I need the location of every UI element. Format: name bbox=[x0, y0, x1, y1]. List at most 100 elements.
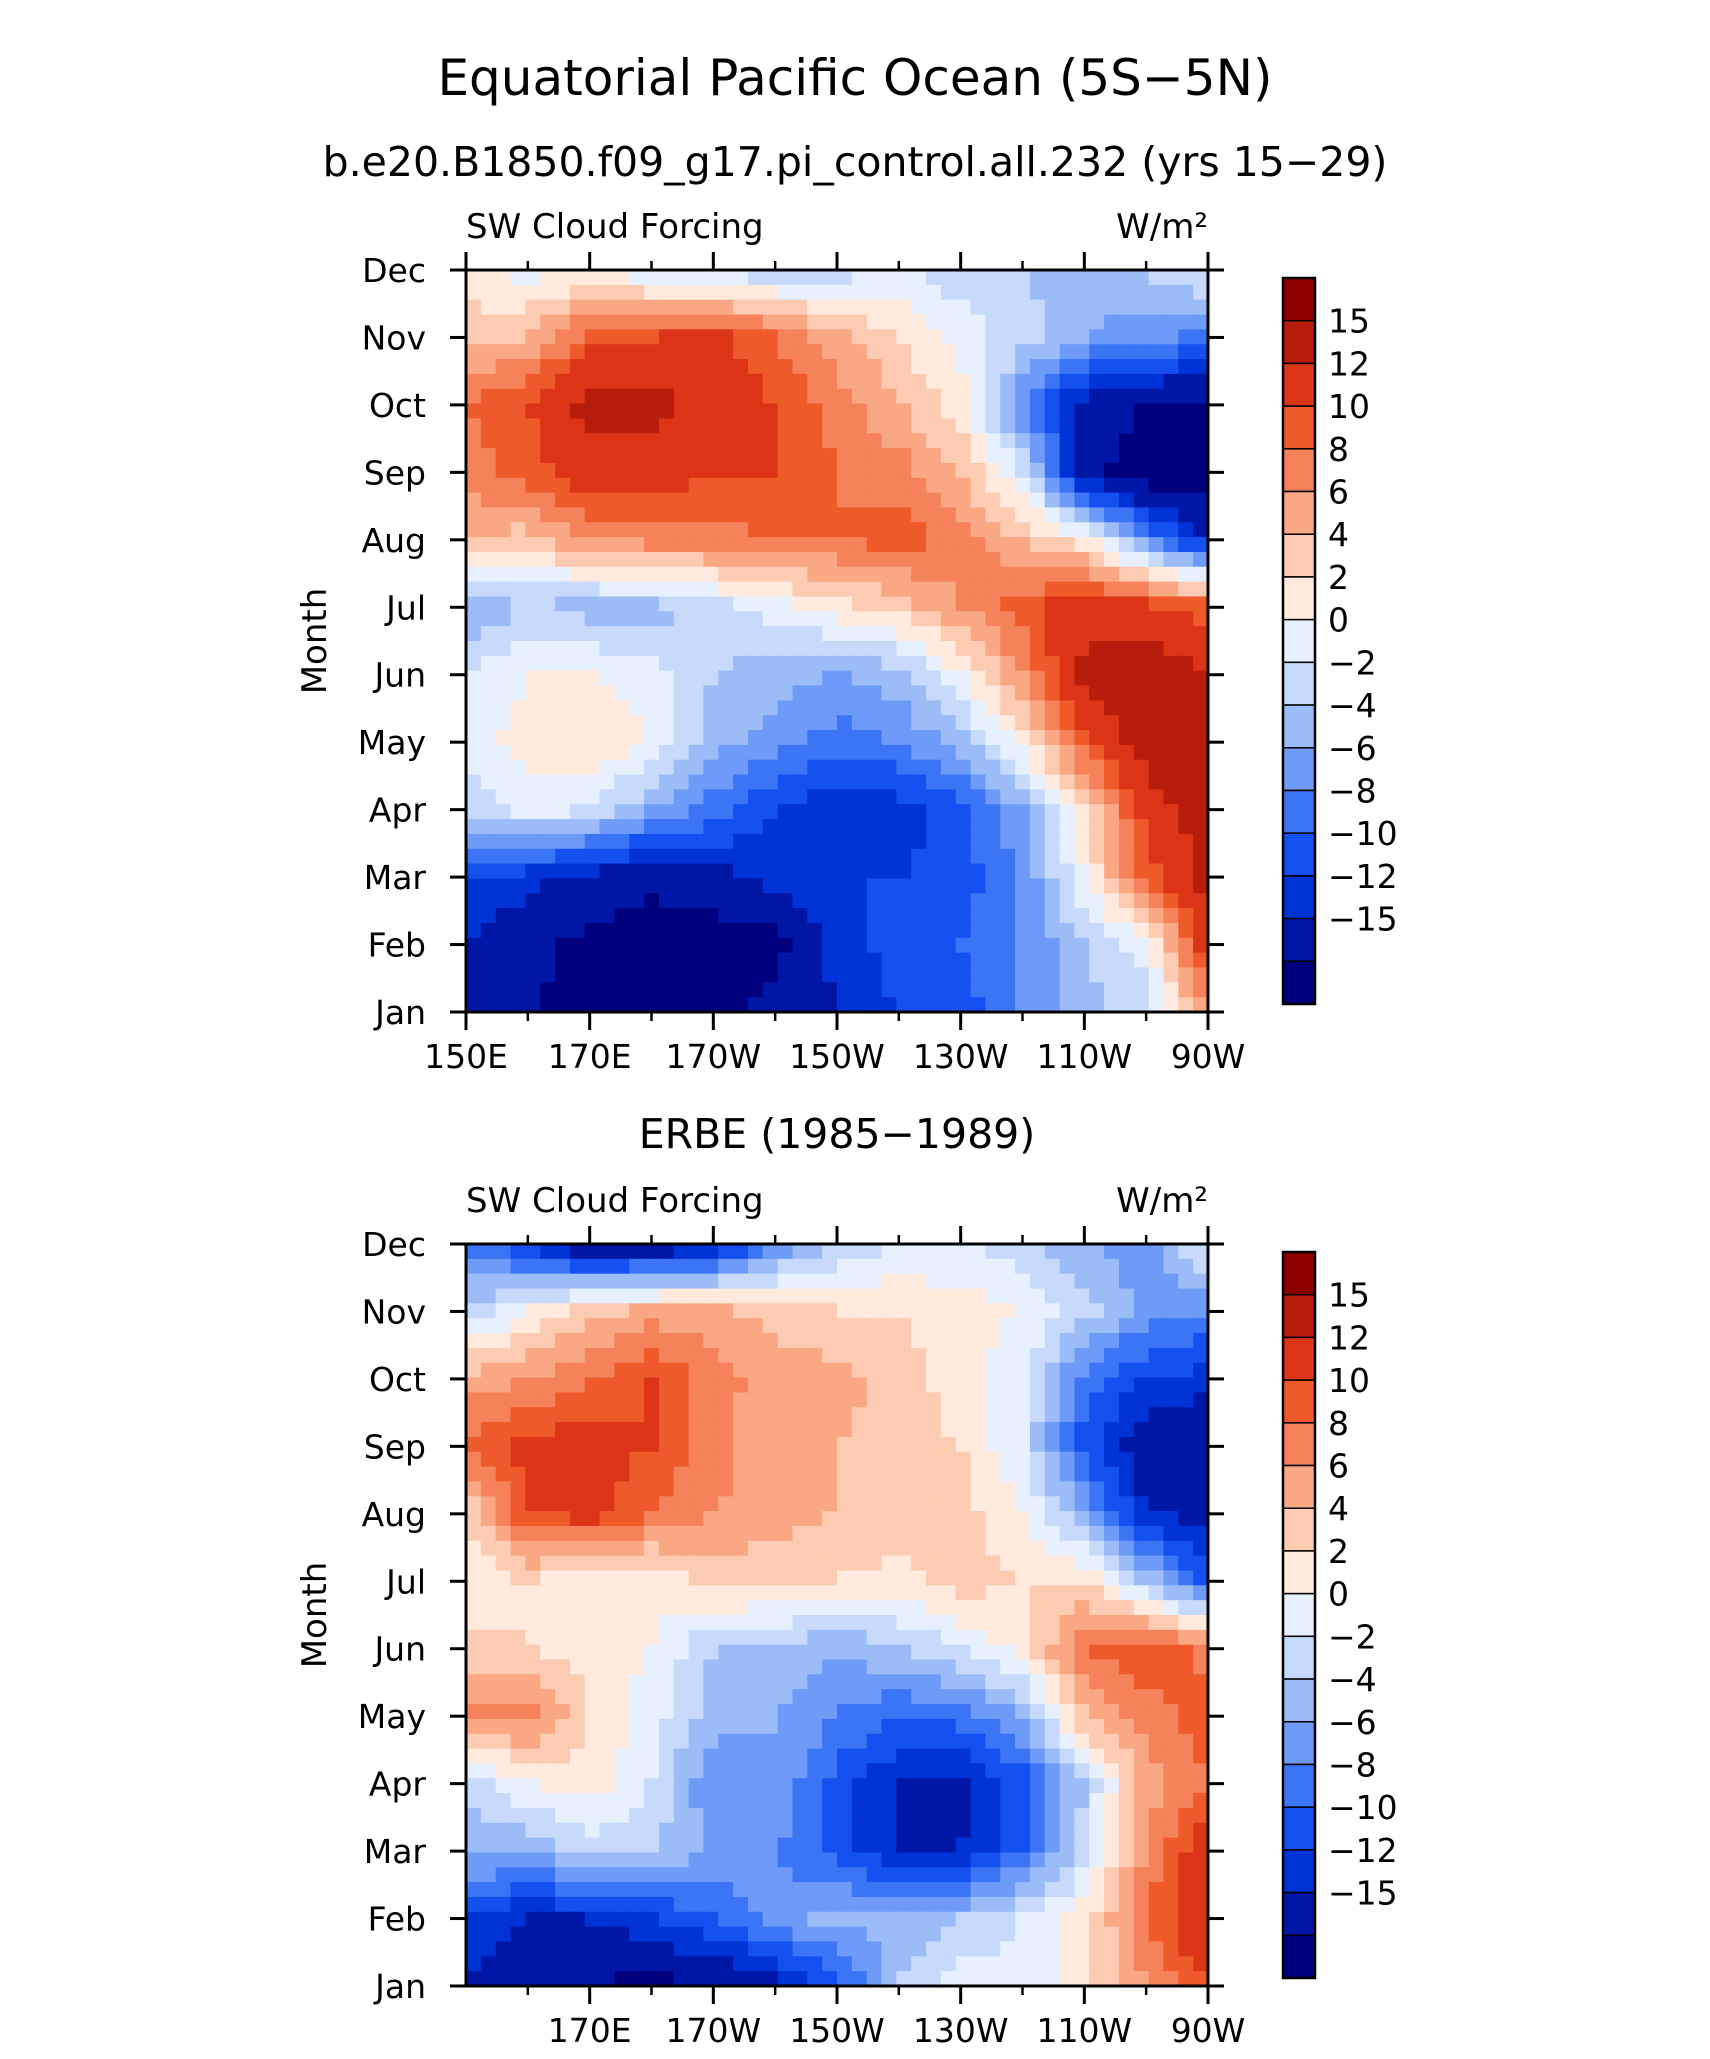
p1-cell bbox=[510, 433, 526, 449]
p2-cell bbox=[970, 1733, 986, 1750]
p1-cell bbox=[1148, 937, 1165, 954]
p1-cell bbox=[1029, 759, 1046, 776]
p1-cell bbox=[1104, 284, 1120, 301]
p2-cell bbox=[822, 1525, 838, 1542]
p2-cell bbox=[985, 1867, 1001, 1883]
p1-cell bbox=[1133, 284, 1150, 301]
p1-cell bbox=[1000, 492, 1016, 509]
p2-cell bbox=[569, 1303, 586, 1319]
p2-cell bbox=[525, 1896, 541, 1913]
p2-cell bbox=[466, 1852, 482, 1868]
p2-cell bbox=[1118, 1244, 1135, 1260]
p2-cell bbox=[584, 1451, 601, 1468]
p1-cell bbox=[644, 566, 660, 583]
p2-cell bbox=[1118, 1718, 1135, 1735]
p1-cell bbox=[525, 804, 541, 820]
p2-cell bbox=[822, 1377, 838, 1393]
p2-cell bbox=[1000, 1763, 1016, 1779]
p2-cell bbox=[673, 1436, 690, 1453]
p1-cell bbox=[1118, 522, 1135, 538]
p1-cell bbox=[673, 908, 690, 924]
p2-cell bbox=[555, 1333, 571, 1349]
p1-cell bbox=[718, 982, 734, 998]
p1-cell bbox=[1044, 388, 1061, 405]
p2-cell bbox=[955, 1525, 972, 1542]
p2-cell bbox=[807, 1422, 823, 1438]
p1-cell bbox=[837, 403, 853, 419]
p1-cell bbox=[703, 566, 719, 583]
p1-cell bbox=[1000, 329, 1016, 345]
p2-cell bbox=[881, 1763, 897, 1779]
p1-cell bbox=[762, 284, 779, 301]
p1-cell bbox=[955, 715, 972, 731]
p2-cell bbox=[1029, 1347, 1046, 1364]
p1-cell bbox=[940, 878, 957, 894]
p2-cell bbox=[569, 1496, 586, 1512]
p2-cell bbox=[1104, 1629, 1120, 1646]
p2-cell bbox=[688, 1258, 705, 1275]
p1-cell bbox=[1133, 537, 1150, 553]
p1-cell bbox=[837, 685, 853, 701]
p2-cell bbox=[777, 1689, 794, 1705]
p2-cell bbox=[466, 1600, 482, 1616]
p1-cell bbox=[584, 433, 601, 449]
p2-cell bbox=[851, 1674, 868, 1690]
p1-cell bbox=[777, 685, 794, 701]
p1-cell bbox=[896, 433, 912, 449]
p2-cell bbox=[926, 1659, 942, 1675]
p1-cell bbox=[555, 596, 571, 612]
p1-cell bbox=[480, 270, 497, 286]
p1-cell bbox=[851, 403, 868, 419]
p1-cell bbox=[584, 997, 601, 1013]
p2-cell bbox=[1000, 1644, 1016, 1661]
p1-cell bbox=[584, 611, 601, 627]
p2-cell bbox=[1089, 1333, 1105, 1349]
p2-cell bbox=[1015, 1496, 1031, 1512]
p1-cell bbox=[1000, 448, 1016, 464]
p1-cell bbox=[614, 388, 630, 405]
p2-cell bbox=[837, 1362, 853, 1379]
p1-cell bbox=[866, 878, 883, 894]
p2-cell bbox=[955, 1288, 972, 1304]
p1-cell bbox=[1059, 685, 1076, 701]
p1-cell bbox=[792, 730, 808, 746]
p2-cell bbox=[466, 1926, 482, 1943]
p2-cell bbox=[955, 1689, 972, 1705]
p1-cell bbox=[703, 744, 719, 761]
p2-cell bbox=[1059, 1481, 1076, 1497]
p1-cell bbox=[1089, 373, 1105, 390]
p1-cell bbox=[584, 522, 601, 538]
p1-cell bbox=[1118, 492, 1135, 509]
p1-cell bbox=[911, 833, 927, 850]
p1-cell bbox=[718, 433, 734, 449]
p2-cell bbox=[1000, 1362, 1016, 1379]
p2-cell bbox=[1118, 1733, 1135, 1750]
p2-cell bbox=[851, 1436, 868, 1453]
p1-cell bbox=[1118, 878, 1135, 894]
p1-cell bbox=[1118, 418, 1135, 434]
p1-cell bbox=[985, 967, 1001, 983]
p2-cell bbox=[629, 1244, 645, 1260]
p1-cell bbox=[1015, 299, 1031, 316]
p1-cell bbox=[1118, 908, 1135, 924]
p1-cell bbox=[510, 566, 526, 583]
p2-cell bbox=[1000, 1407, 1016, 1423]
p1-cell bbox=[777, 848, 794, 865]
p1-cell bbox=[881, 878, 897, 894]
p1-cell bbox=[1074, 403, 1090, 419]
p1-cell bbox=[1193, 774, 1209, 790]
p2-cell bbox=[940, 1422, 957, 1438]
p2-cell bbox=[940, 1362, 957, 1379]
p2-cell bbox=[896, 1837, 912, 1854]
p1-cell bbox=[1163, 715, 1179, 731]
p2-cell bbox=[1163, 1362, 1179, 1379]
p2-cell bbox=[703, 1481, 719, 1497]
p2-cell bbox=[644, 1689, 660, 1705]
p1-cell bbox=[614, 626, 630, 642]
p2-cell bbox=[1104, 1570, 1120, 1586]
p2-cell bbox=[555, 1466, 571, 1483]
p2-cell bbox=[1104, 1244, 1120, 1260]
p1-cell bbox=[540, 314, 556, 330]
p1-xtick-label: 170E bbox=[548, 1037, 632, 1076]
p1-cell bbox=[866, 507, 883, 523]
